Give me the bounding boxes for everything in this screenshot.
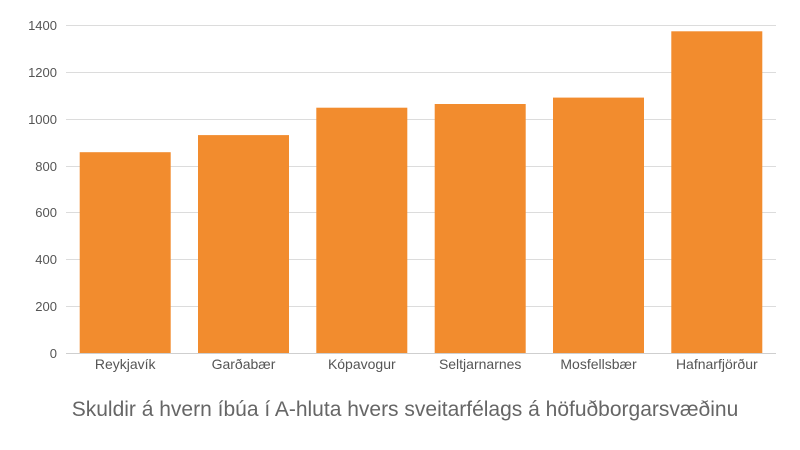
bar bbox=[316, 107, 408, 353]
y-tick-label: 0 bbox=[50, 346, 57, 361]
bar bbox=[434, 104, 526, 353]
bar bbox=[553, 97, 644, 353]
bar bbox=[79, 152, 171, 353]
y-tick-label: 800 bbox=[35, 159, 57, 174]
y-tick-label: 400 bbox=[35, 252, 57, 267]
y-tick-label: 200 bbox=[35, 299, 57, 314]
bar bbox=[198, 135, 289, 353]
x-category-label: Garðabær bbox=[212, 356, 276, 372]
x-category-label: Seltjarnarnes bbox=[439, 356, 522, 372]
x-category-label: Mosfellsbær bbox=[560, 356, 637, 372]
x-category-label: Kópavogur bbox=[328, 356, 396, 372]
gridlines bbox=[66, 25, 776, 354]
y-tick-label: 1200 bbox=[28, 65, 57, 80]
y-axis-ticks: 0 200 400 600 800 1000 1200 1400 bbox=[28, 18, 57, 361]
x-category-label: Reykjavík bbox=[95, 356, 157, 372]
chart-title: Skuldir á hvern íbúa í A-hluta hvers sve… bbox=[71, 398, 739, 421]
bar bbox=[671, 31, 763, 354]
y-tick-label: 1400 bbox=[28, 18, 57, 33]
bars bbox=[79, 31, 763, 354]
y-tick-label: 600 bbox=[35, 205, 57, 220]
x-category-label: Hafnarfjörður bbox=[676, 356, 758, 372]
x-axis-categories: Reykjavík Garðabær Kópavogur Seltjarnarnes M… bbox=[95, 356, 758, 372]
y-tick-label: 1000 bbox=[28, 112, 57, 127]
